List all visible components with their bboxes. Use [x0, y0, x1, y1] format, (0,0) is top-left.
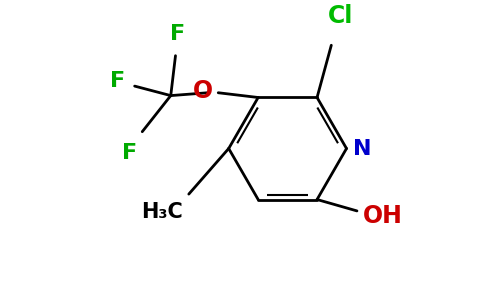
Text: O: O	[193, 79, 212, 103]
Text: F: F	[170, 24, 185, 44]
Text: F: F	[110, 71, 125, 91]
Text: F: F	[122, 143, 137, 163]
Text: Cl: Cl	[328, 4, 353, 28]
Text: H₃C: H₃C	[141, 202, 183, 222]
Text: OH: OH	[363, 204, 403, 228]
Text: N: N	[353, 139, 372, 158]
